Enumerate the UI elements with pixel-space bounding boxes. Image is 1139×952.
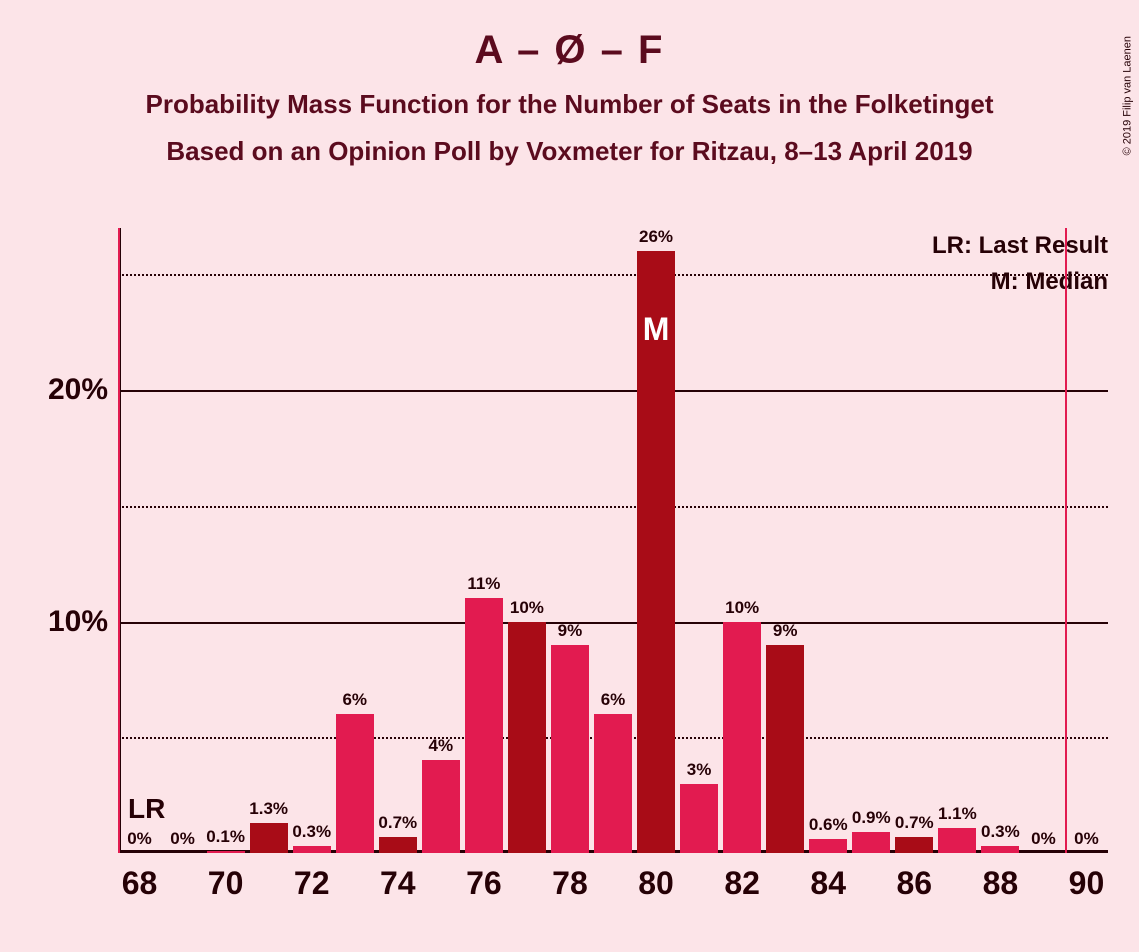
x-tick-label: 84 [810, 853, 846, 902]
bar-value-label: 0.3% [292, 822, 331, 846]
x-tick-label: 90 [1069, 853, 1105, 902]
bar-value-label: 1.3% [249, 799, 288, 823]
bar-value-label: 0.7% [378, 813, 417, 837]
x-tick-label: 76 [466, 853, 502, 902]
bar-value-label: 3% [687, 760, 712, 784]
bar: 0.7% [895, 837, 933, 853]
bar-value-label: 0.9% [852, 808, 891, 832]
bar-value-label: 11% [467, 574, 500, 598]
bar: 26%M [637, 251, 675, 853]
x-tick-label: 72 [294, 853, 330, 902]
chart-subtitle-1: Probability Mass Function for the Number… [0, 89, 1139, 120]
chart-subtitle-2: Based on an Opinion Poll by Voxmeter for… [0, 136, 1139, 167]
bar: 1.3% [250, 823, 288, 853]
bar: 9% [551, 645, 589, 853]
bar: 4% [422, 760, 460, 853]
x-tick-label: 70 [208, 853, 244, 902]
bar-value-label: 0.1% [206, 827, 245, 851]
legend-m: M: Median [932, 268, 1108, 296]
bar-value-label: 9% [558, 621, 583, 645]
bar: 10% [508, 622, 546, 853]
legend-lr: LR: Last Result [932, 232, 1108, 260]
grid-line [118, 622, 1108, 624]
bar: 3% [680, 784, 718, 853]
bar-value-label: 0% [1074, 829, 1099, 853]
bar: 10% [723, 622, 761, 853]
bar-value-label: 1.1% [938, 804, 977, 828]
bar: 6% [594, 714, 632, 853]
bar-value-label: 0% [170, 829, 195, 853]
bar-value-label: 6% [342, 690, 367, 714]
x-tick-label: 88 [983, 853, 1019, 902]
bar: 6% [336, 714, 374, 853]
x-tick-label: 78 [552, 853, 588, 902]
bar: 9% [766, 645, 804, 853]
chart-plot-area: LR: Last Result M: Median 10%20%68707274… [118, 228, 1108, 853]
lr-marker-label: LR [128, 793, 165, 825]
y-tick-label: 20% [48, 373, 118, 407]
grid-line [118, 506, 1108, 508]
bar-value-label: 4% [429, 736, 454, 760]
bar: 0.9% [852, 832, 890, 853]
bar-value-label: 6% [601, 690, 626, 714]
x-tick-label: 74 [380, 853, 416, 902]
bar-value-label: 0.3% [981, 822, 1020, 846]
x-tick-label: 86 [897, 853, 933, 902]
bar-value-label: 9% [773, 621, 798, 645]
bar-value-label: 26% [639, 227, 673, 251]
bar-value-label: 0.6% [809, 815, 848, 839]
y-tick-label: 10% [48, 605, 118, 639]
bar: 1.1% [938, 828, 976, 853]
x-tick-label: 68 [122, 853, 158, 902]
chart-title: A – Ø – F [0, 28, 1139, 73]
median-marker: M [643, 311, 670, 348]
grid-line [118, 274, 1108, 276]
chart-legend: LR: Last Result M: Median [932, 232, 1108, 304]
lr-marker-line [118, 228, 120, 853]
x-tick-label: 80 [638, 853, 674, 902]
bar: 0.3% [293, 846, 331, 853]
bar: 0.7% [379, 837, 417, 853]
bar: 0.3% [981, 846, 1019, 853]
bar: 0.6% [809, 839, 847, 853]
range-marker-line [1065, 228, 1067, 853]
bar-value-label: 0% [1031, 829, 1056, 853]
bar-value-label: 10% [725, 598, 759, 622]
bar: 11% [465, 598, 503, 853]
bar-value-label: 10% [510, 598, 544, 622]
copyright-text: © 2019 Filip van Laenen [1121, 36, 1133, 155]
bar: 0.1% [207, 851, 245, 853]
bar-value-label: 0.7% [895, 813, 934, 837]
x-tick-label: 82 [724, 853, 760, 902]
grid-line [118, 390, 1108, 392]
bar-value-label: 0% [127, 829, 152, 853]
